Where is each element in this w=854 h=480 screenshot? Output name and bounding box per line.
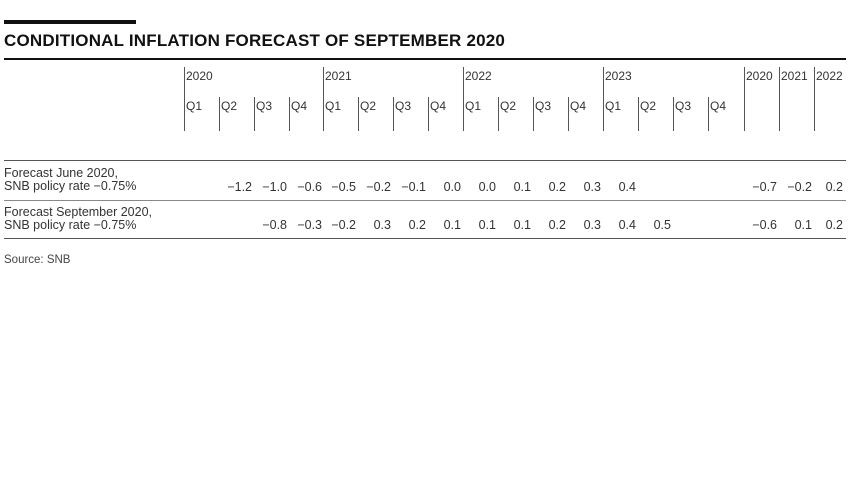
annual-header: 2022 [816, 69, 843, 83]
annual-value: −0.2 [787, 180, 812, 194]
quarter-header: Q3 [395, 99, 412, 113]
row-label-june: Forecast June 2020, SNB policy rate −0.7… [4, 167, 136, 193]
quarter-header: Q4 [710, 99, 727, 113]
quarterly-value: 0.0 [443, 180, 461, 194]
year-header: 2021 [325, 69, 352, 83]
quarter-header: Q4 [570, 99, 587, 113]
year-separator [323, 67, 324, 131]
quarter-header: Q1 [325, 99, 342, 113]
quarter-separator [393, 97, 394, 131]
year-header: 2023 [605, 69, 632, 83]
quarterly-value: 0.4 [618, 180, 636, 194]
quarterly-value: 0.2 [408, 218, 426, 232]
quarter-header: Q3 [535, 99, 552, 113]
quarterly-value: 0.1 [443, 218, 461, 232]
row-label-line: Forecast June 2020, [4, 166, 118, 180]
table-title: CONDITIONAL INFLATION FORECAST OF SEPTEM… [4, 31, 506, 50]
quarterly-value: 0.4 [618, 218, 636, 232]
quarter-header: Q1 [465, 99, 482, 113]
quarterly-value: −1.0 [262, 180, 287, 194]
quarterly-value: 0.2 [548, 218, 566, 232]
year-header: 2020 [186, 69, 213, 83]
annual-value: 0.2 [825, 218, 843, 232]
quarter-separator [289, 97, 290, 131]
row-separator [4, 200, 846, 201]
annual-separator [779, 67, 780, 131]
year-separator [603, 67, 604, 131]
quarter-separator [254, 97, 255, 131]
quarter-header: Q4 [291, 99, 308, 113]
row-label-line: Forecast September 2020, [4, 205, 152, 219]
year-separator [463, 67, 464, 131]
quarter-header: Q4 [430, 99, 447, 113]
year-separator [184, 67, 185, 131]
annual-value: −0.7 [752, 180, 777, 194]
table-bottom-rule [4, 238, 846, 239]
quarterly-value: 0.3 [583, 180, 601, 194]
quarterly-value: 0.0 [478, 180, 496, 194]
row-label-line: SNB policy rate −0.75% [4, 218, 137, 232]
quarterly-value: −0.5 [331, 180, 356, 194]
quarterly-value: 0.3 [583, 218, 601, 232]
quarterly-value: 0.5 [653, 218, 671, 232]
quarterly-value: −0.1 [401, 180, 426, 194]
quarter-header: Q2 [221, 99, 238, 113]
quarterly-value: 0.1 [513, 180, 531, 194]
quarter-separator [533, 97, 534, 131]
title-accent-bar [4, 20, 136, 24]
quarter-header: Q3 [256, 99, 273, 113]
quarter-separator [428, 97, 429, 131]
quarterly-value: −0.2 [331, 218, 356, 232]
quarterly-value: 0.3 [373, 218, 391, 232]
quarterly-value: 0.2 [548, 180, 566, 194]
source-note: Source: SNB [4, 254, 71, 266]
quarter-separator [358, 97, 359, 131]
row-label-september: Forecast September 2020, SNB policy rate… [4, 206, 152, 232]
quarter-separator [219, 97, 220, 131]
quarterly-value: 0.1 [478, 218, 496, 232]
quarter-header: Q2 [500, 99, 517, 113]
quarter-separator [708, 97, 709, 131]
annual-value: −0.6 [752, 218, 777, 232]
annual-value: 0.2 [825, 180, 843, 194]
quarter-header: Q1 [186, 99, 203, 113]
quarterly-value: −0.3 [297, 218, 322, 232]
quarterly-value: −0.2 [366, 180, 391, 194]
quarter-separator [673, 97, 674, 131]
quarter-header: Q1 [605, 99, 622, 113]
quarter-separator [638, 97, 639, 131]
year-header: 2022 [465, 69, 492, 83]
annual-header: 2021 [781, 69, 808, 83]
quarterly-value: −0.6 [297, 180, 322, 194]
quarter-header: Q3 [675, 99, 692, 113]
quarter-header: Q2 [360, 99, 377, 113]
quarterly-value: −1.2 [227, 180, 252, 194]
quarterly-value: −0.8 [262, 218, 287, 232]
header-rule [4, 58, 846, 60]
annual-separator [744, 67, 745, 131]
quarterly-value: 0.1 [513, 218, 531, 232]
quarter-separator [568, 97, 569, 131]
annual-separator [814, 67, 815, 131]
quarter-header: Q2 [640, 99, 657, 113]
row-separator [4, 160, 846, 161]
annual-value: 0.1 [794, 218, 812, 232]
annual-header: 2020 [746, 69, 773, 83]
quarter-separator [498, 97, 499, 131]
row-label-line: SNB policy rate −0.75% [4, 179, 137, 193]
